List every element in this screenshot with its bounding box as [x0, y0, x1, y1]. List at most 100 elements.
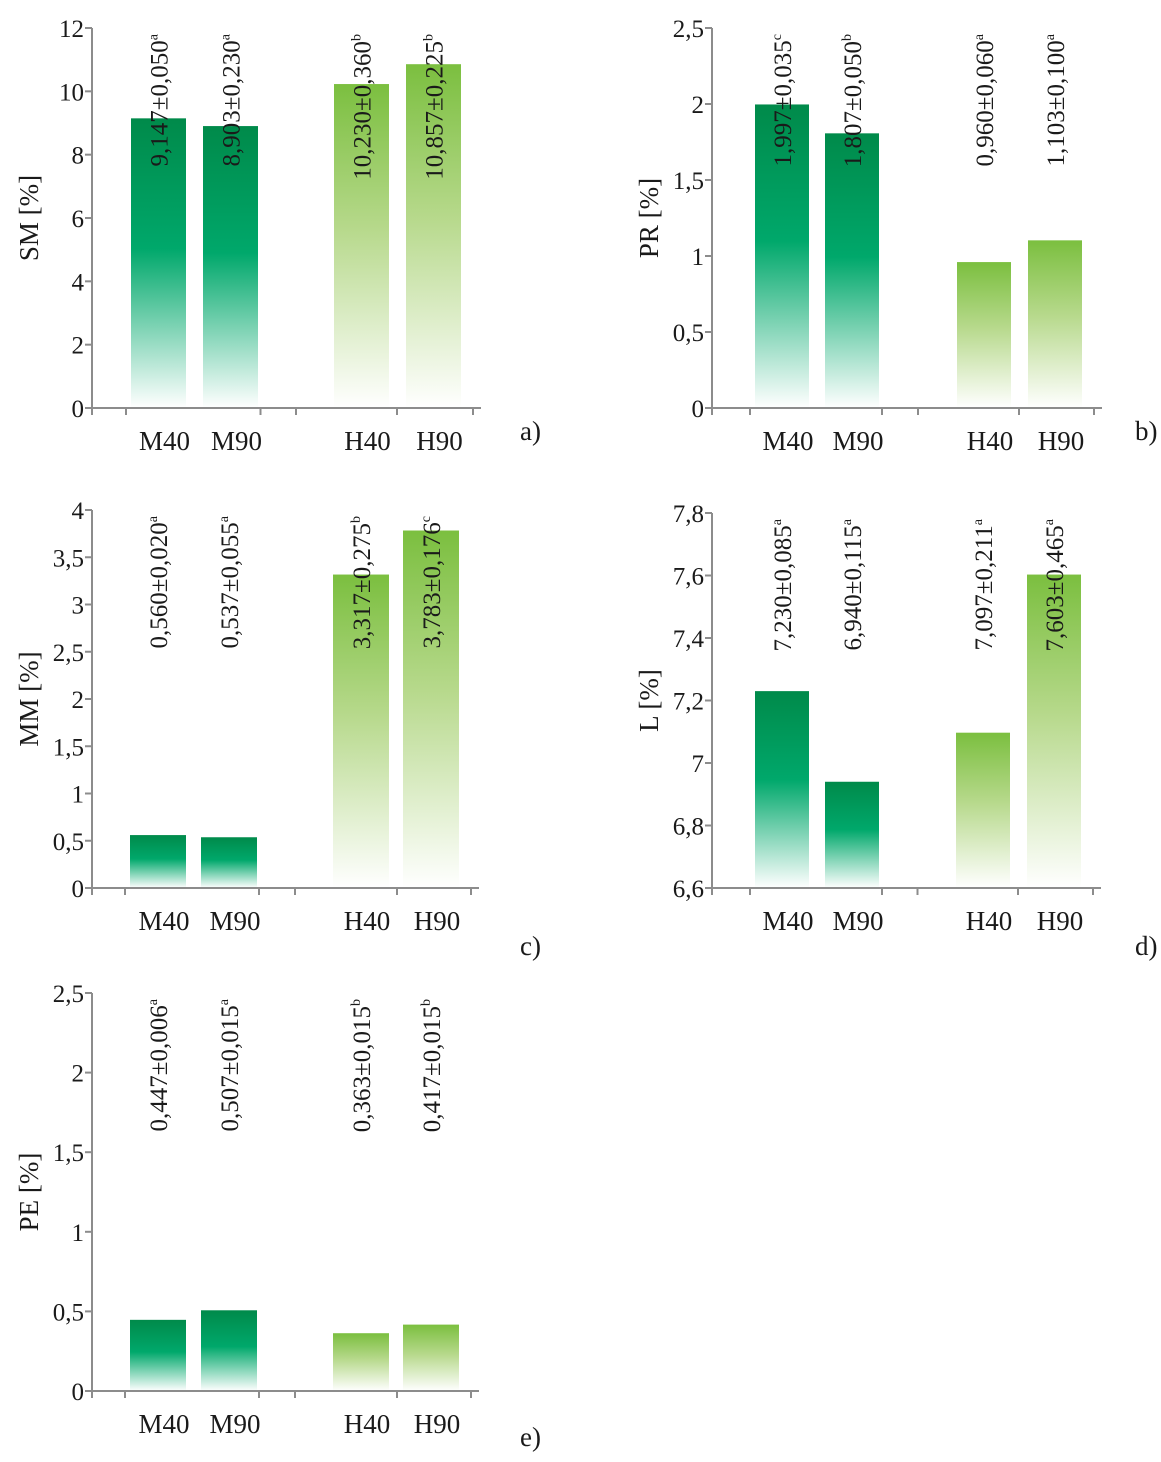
data-label: 0,507±0,015a — [217, 998, 244, 1131]
data-label: 0,560±0,020a — [146, 515, 173, 648]
x-tick-label: H90 — [414, 1409, 461, 1439]
data-label: 10,857±0,225b — [422, 34, 449, 180]
y-tick-label: 7,4 — [673, 626, 705, 653]
panel-letter: b) — [1135, 416, 1158, 446]
data-label: 6,940±0,115a — [840, 518, 867, 650]
y-axis-title: PR [%] — [634, 178, 664, 258]
chart-panel-b: 0 0,5 1 1,5 2 2,5 M40 M90 H40 H90 PR [%] 1,997±0,03… — [634, 16, 1158, 456]
bar-h90 — [406, 64, 461, 408]
chart-panel-e: 0 0,5 1 1,5 2 2,5 M40 M90 H40 H90 PE [%] 0,447±0,00… — [14, 981, 541, 1452]
y-tick-label: 1 — [72, 1220, 85, 1247]
bar-m90 — [201, 1310, 257, 1391]
y-tick-label: 0,5 — [53, 1299, 84, 1326]
y-tick-label: 7,6 — [673, 564, 704, 591]
y-tick-label: 0 — [72, 876, 85, 903]
y-tick-label: 2 — [692, 92, 705, 119]
bar-h90 — [403, 530, 459, 888]
x-tick-label: H90 — [414, 906, 461, 936]
y-tick-label: 8 — [72, 143, 85, 170]
y-tick-label: 1 — [72, 782, 85, 809]
data-label: 3,783±0,176c — [419, 516, 446, 648]
data-label: 7,603±0,465a — [1042, 518, 1069, 651]
bar-h40 — [956, 732, 1010, 888]
y-tick-label: 7 — [692, 751, 705, 778]
data-label: 7,230±0,085a — [770, 518, 797, 651]
y-tick-label: 1 — [692, 244, 705, 271]
data-label: 1,103±0,100a — [1043, 33, 1070, 166]
y-tick-label: 6,8 — [673, 814, 704, 841]
x-tick-label: H90 — [416, 426, 463, 456]
bar-m40 — [131, 118, 186, 408]
y-tick-label: 4 — [72, 498, 85, 525]
y-tick-label: 10 — [59, 79, 84, 106]
data-label: 1,807±0,050b — [840, 34, 867, 167]
y-tick-label: 2,5 — [673, 16, 704, 43]
x-tick-label: M40 — [762, 906, 813, 936]
panel-letter: d) — [1135, 931, 1158, 961]
data-label: 9,147±0,050a — [147, 33, 174, 166]
y-tick-label: 6 — [72, 206, 85, 233]
bar-h40 — [334, 84, 389, 409]
x-tick-label: H40 — [344, 906, 391, 936]
bar-m40 — [130, 1319, 186, 1391]
bar-h40 — [957, 262, 1011, 408]
x-tick-label: M90 — [209, 1409, 260, 1439]
data-label: 7,097±0,211a — [971, 518, 998, 650]
y-tick-label: 0 — [692, 396, 705, 423]
data-label: 10,230±0,360b — [350, 34, 377, 180]
x-tick-label: H40 — [967, 426, 1014, 456]
y-tick-label: 2 — [72, 333, 85, 360]
y-axis-title: PE [%] — [14, 1153, 44, 1232]
y-tick-label: 2 — [72, 1061, 85, 1088]
x-tick-label: M40 — [138, 1409, 189, 1439]
data-label: 0,447±0,006a — [146, 998, 173, 1131]
x-tick-label: H40 — [344, 426, 391, 456]
data-label: 3,317±0,275b — [349, 516, 376, 649]
y-tick-label: 0 — [72, 396, 85, 423]
x-tick-label: M90 — [832, 906, 883, 936]
x-tick-label: M90 — [832, 426, 883, 456]
x-tick-label: M40 — [762, 426, 813, 456]
chart-panel-d: 6,6 6,8 7 7,2 7,4 7,6 7,8 M40 M90 H40 H90 L [%] 7,23… — [634, 501, 1158, 961]
y-axis-title: L [%] — [634, 669, 664, 732]
y-tick-label: 2,5 — [53, 981, 84, 1008]
x-tick-label: M90 — [211, 426, 262, 456]
y-tick-label: 7,2 — [673, 689, 704, 716]
y-tick-label: 0 — [72, 1379, 85, 1406]
y-tick-label: 3 — [72, 593, 85, 620]
panel-letter: e) — [520, 1422, 541, 1452]
y-tick-label: 1,5 — [673, 168, 704, 195]
y-tick-label: 7,8 — [673, 501, 704, 528]
bar-h90 — [1027, 574, 1081, 888]
x-tick-label: H40 — [966, 906, 1013, 936]
y-tick-label: 2,5 — [53, 640, 84, 667]
data-label: 0,537±0,055a — [217, 515, 244, 648]
panel-letter: c) — [520, 931, 541, 961]
bar-h90 — [403, 1324, 459, 1391]
data-label: 1,997±0,035c — [770, 34, 797, 166]
chart-panel-a: 0 2 4 6 8 10 12 M40 M90 H40 H90 SM [%] 9,147±0,050a 8… — [14, 16, 541, 456]
bar-h90 — [1028, 240, 1082, 408]
x-tick-label: H90 — [1038, 426, 1085, 456]
y-tick-label: 1,5 — [53, 1140, 84, 1167]
y-tick-label: 0,5 — [673, 320, 704, 347]
bar-h40 — [333, 574, 389, 888]
data-label: 0,363±0,015b — [349, 999, 376, 1132]
x-tick-label: H90 — [1037, 906, 1084, 936]
bar-m40 — [755, 691, 809, 888]
x-tick-label: M40 — [139, 426, 190, 456]
bar-m90 — [201, 837, 257, 888]
bar-h40 — [333, 1333, 389, 1391]
y-tick-label: 3,5 — [53, 545, 84, 572]
bar-m90 — [203, 126, 258, 409]
bar-m40 — [755, 104, 809, 409]
x-tick-label: H40 — [344, 1409, 391, 1439]
y-axis-title: MM [%] — [14, 651, 44, 746]
y-tick-label: 12 — [59, 16, 84, 43]
x-tick-label: M40 — [138, 906, 189, 936]
panel-letter: a) — [520, 416, 541, 446]
bar-m90 — [825, 781, 879, 888]
x-tick-label: M90 — [209, 906, 260, 936]
bar-m40 — [130, 835, 186, 888]
